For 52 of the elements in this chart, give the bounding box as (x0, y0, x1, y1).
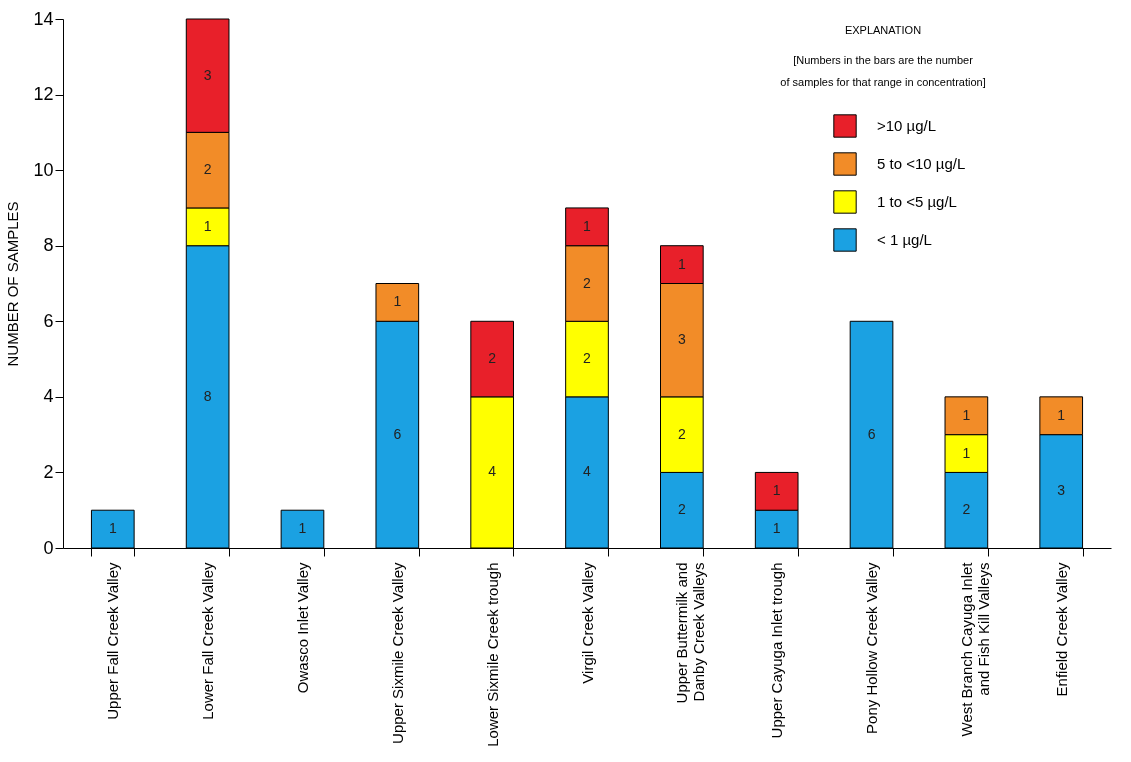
x-tick-label: Virgil Creek Valley (578, 562, 596, 684)
legend-label: 1 to <5 µg/L (877, 193, 957, 210)
data-label: 2 (583, 274, 592, 291)
data-label: 4 (488, 463, 497, 480)
y-tick-label: 8 (43, 235, 54, 256)
data-label: 4 (583, 463, 592, 480)
annotation: [Numbers in the bars are the number of samples for that range in concentration] (780, 54, 986, 88)
x-tick-label: Owasco Inlet Valley (293, 562, 311, 694)
data-label: 2 (583, 350, 592, 367)
x-tick-label: Pony Hollow Creek Valley (863, 562, 881, 734)
data-label: 1 (962, 444, 971, 461)
x-tick-label: Upper Sixmile Creek Valley (388, 562, 406, 744)
x-tick-label: West Branch Cayuga Inlet and Fish Kill Valleys (957, 561, 992, 737)
data-label: 1 (962, 406, 971, 423)
data-label: 1 (583, 217, 592, 234)
y-tick-label: 6 (43, 310, 54, 331)
legend-label: >10 µg/L (877, 117, 937, 134)
y-tick-label: 4 (43, 386, 54, 407)
data-label: 1 (1057, 406, 1066, 423)
data-label: 2 (962, 501, 971, 518)
y-tick-label: 10 (33, 159, 54, 180)
legend-title: EXPLANATION (844, 24, 922, 36)
data-label: 3 (677, 331, 686, 348)
data-label: 1 (393, 293, 402, 310)
y-tick-label: 12 (33, 84, 54, 105)
y-tick-label: 14 (33, 8, 54, 29)
x-tick-label: Lower Sixmile Creek trough (483, 562, 501, 747)
data-label: 1 (108, 520, 117, 537)
x-tick-label: Enfield Creek Valley (1052, 562, 1070, 697)
data-label: 2 (488, 350, 497, 367)
x-tick-label: Upper Cayuga Inlet trough (768, 562, 786, 739)
data-label: 8 (203, 387, 212, 404)
data-label: 1 (298, 520, 307, 537)
y-axis-title: NUMBER OF SAMPLES (4, 201, 22, 367)
data-label: 6 (393, 425, 402, 442)
data-label: 6 (867, 425, 876, 442)
data-label: 2 (677, 501, 686, 518)
data-label: 3 (1057, 482, 1066, 499)
legend-label: 5 to <10 µg/L (877, 155, 966, 172)
data-label: 1 (203, 217, 212, 234)
data-label: 1 (772, 482, 781, 499)
data-label: 2 (203, 161, 212, 178)
legend-label: < 1 µg/L (877, 231, 932, 248)
data-label: 1 (677, 255, 686, 272)
data-label: 1 (772, 520, 781, 537)
data-label: 2 (677, 425, 686, 442)
x-tick-label: Lower Fall Creek Valley (199, 562, 217, 720)
data-label: 3 (203, 66, 212, 83)
x-tick-label: Upper Fall Creek Valley (104, 562, 122, 720)
y-tick-label: 0 (43, 537, 54, 558)
y-tick-label: 2 (43, 461, 54, 482)
x-tick-label: Upper Buttermilk and Danby Creek Valleys (673, 562, 708, 704)
